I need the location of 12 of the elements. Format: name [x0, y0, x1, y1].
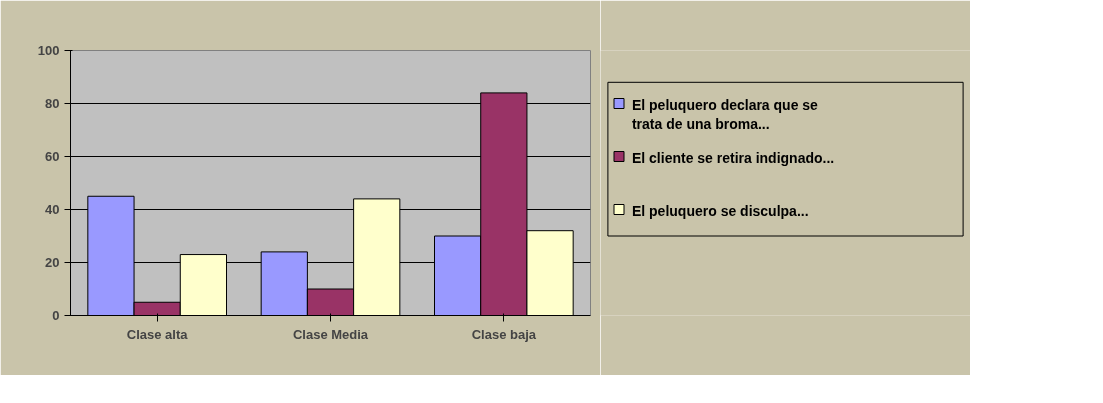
- y-tick-label: 20: [45, 255, 60, 270]
- x-tick-label: Clase alta: [126, 326, 189, 342]
- y-tick-label: 0: [52, 308, 60, 323]
- y-tick-label: 80: [45, 96, 60, 111]
- y-tick-label: 60: [45, 149, 60, 164]
- y-tick-label: 40: [45, 202, 60, 217]
- legend-label: El peluquero se disculpa...: [631, 202, 809, 219]
- x-tick-label: Clase baja: [471, 326, 537, 342]
- legend-label: El cliente se retira indignado...: [631, 149, 835, 166]
- x-tick-label: Clase Media: [292, 326, 369, 342]
- y-tick-label: 100: [37, 43, 60, 58]
- legend-label: El peluquero declara que se trata de una broma...: [631, 96, 819, 133]
